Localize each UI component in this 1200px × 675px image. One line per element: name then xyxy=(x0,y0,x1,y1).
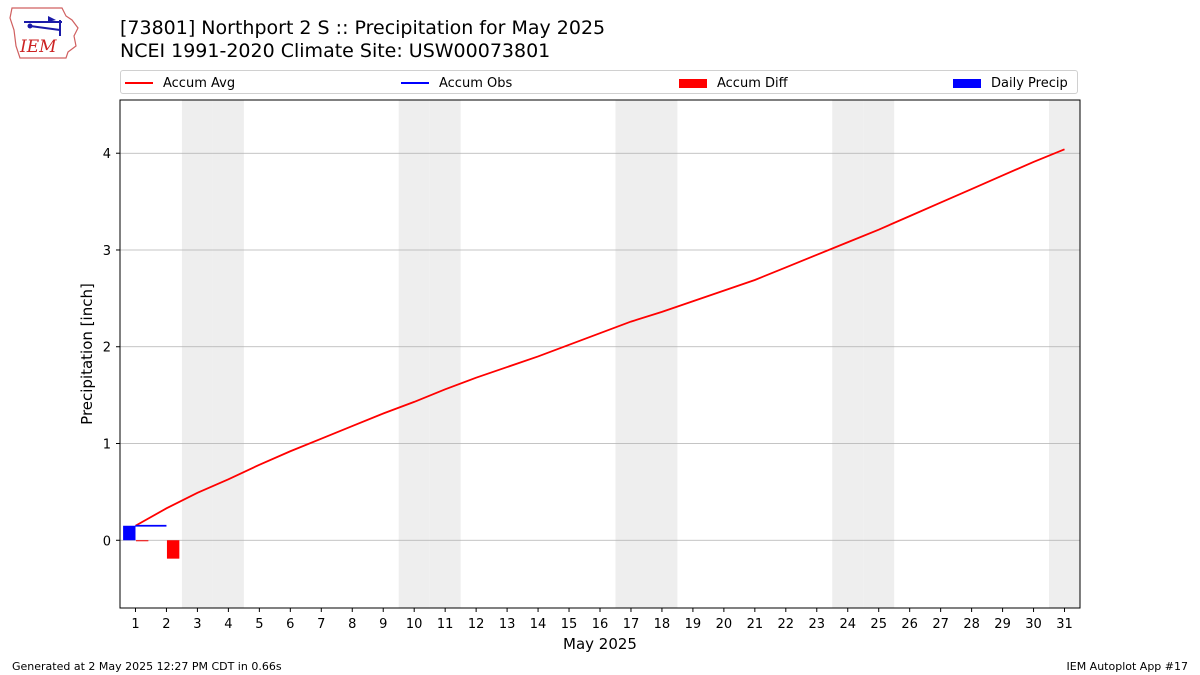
weekend-shade-10 xyxy=(398,100,430,608)
x-tick-label-4: 4 xyxy=(224,617,232,632)
x-tick-label-3: 3 xyxy=(193,617,201,632)
weekend-shade-4 xyxy=(212,100,244,608)
x-tick-label-9: 9 xyxy=(379,617,387,632)
x-tick-label-6: 6 xyxy=(286,617,294,632)
x-tick-label-26: 26 xyxy=(901,617,918,632)
weekend-shade-24 xyxy=(832,100,864,608)
x-tick-label-31: 31 xyxy=(1056,617,1073,632)
chart-subtitle: NCEI 1991-2020 Climate Site: USW00073801 xyxy=(120,40,551,62)
legend-item-accum-obs: Accum Obs xyxy=(401,74,512,92)
x-tick-label-7: 7 xyxy=(317,617,325,632)
accum-avg-line xyxy=(135,148,1065,527)
x-tick-label-20: 20 xyxy=(716,617,733,632)
legend-swatch-daily-precip xyxy=(953,78,981,88)
legend-swatch-accum-obs xyxy=(401,82,429,84)
weekend-shade-31 xyxy=(1049,100,1080,608)
x-tick-label-12: 12 xyxy=(468,617,485,632)
legend-label-accum-avg: Accum Avg xyxy=(163,75,236,91)
x-tick-label-29: 29 xyxy=(994,617,1011,632)
x-tick-label-14: 14 xyxy=(530,617,547,632)
weekend-shade-18 xyxy=(646,100,678,608)
x-tick-label-11: 11 xyxy=(437,617,454,632)
x-tick-label-5: 5 xyxy=(255,617,263,632)
legend-label-accum-obs: Accum Obs xyxy=(439,75,513,91)
x-tick-label-21: 21 xyxy=(747,617,764,632)
x-tick-label-1: 1 xyxy=(131,617,139,632)
x-tick-label-8: 8 xyxy=(348,617,356,632)
x-tick-label-16: 16 xyxy=(592,617,609,632)
x-tick-label-19: 19 xyxy=(685,617,702,632)
x-tick-label-2: 2 xyxy=(162,617,170,632)
y-axis-label: Precipitation [inch] xyxy=(78,283,96,425)
x-tick-label-10: 10 xyxy=(406,617,423,632)
weekend-shade-25 xyxy=(863,100,895,608)
y-tick-label-2: 2 xyxy=(103,341,111,356)
logo-text: IEM xyxy=(19,37,57,57)
x-tick-label-24: 24 xyxy=(839,617,856,632)
x-tick-label-28: 28 xyxy=(963,617,980,632)
footer-generated: Generated at 2 May 2025 12:27 PM CDT in … xyxy=(12,660,282,673)
x-tick-label-17: 17 xyxy=(623,617,640,632)
x-tick-label-15: 15 xyxy=(561,617,578,632)
x-tick-label-25: 25 xyxy=(870,617,887,632)
x-tick-label-27: 27 xyxy=(932,617,949,632)
y-tick-label-3: 3 xyxy=(103,244,111,259)
y-tick-label-0: 0 xyxy=(103,534,111,549)
legend: Accum Avg Accum Obs Accum Diff Daily Pre… xyxy=(120,70,1078,94)
x-tick-label-23: 23 xyxy=(809,617,826,632)
footer-app: IEM Autoplot App #17 xyxy=(1066,660,1189,673)
legend-swatch-accum-diff xyxy=(679,78,707,88)
legend-item-accum-avg: Accum Avg xyxy=(125,74,235,92)
legend-label-daily-precip: Daily Precip xyxy=(991,75,1068,91)
legend-item-daily-precip: Daily Precip xyxy=(953,74,1068,92)
x-tick-label-22: 22 xyxy=(778,617,795,632)
y-tick-label-4: 4 xyxy=(103,147,111,162)
weekend-shade-17 xyxy=(615,100,647,608)
accum-diff-bar-1 xyxy=(135,540,149,542)
weekend-shade-11 xyxy=(429,100,461,608)
y-tick-label-1: 1 xyxy=(103,438,111,453)
iem-logo: IEM xyxy=(9,7,79,59)
legend-item-accum-diff: Accum Diff xyxy=(679,74,788,92)
legend-label-accum-diff: Accum Diff xyxy=(717,75,788,91)
daily-precip-bar-1 xyxy=(123,525,136,541)
plot-frame xyxy=(119,99,1081,609)
accum-diff-bar-2 xyxy=(166,540,180,559)
x-tick-label-18: 18 xyxy=(654,617,671,632)
legend-swatch-accum-avg xyxy=(125,82,153,84)
x-tick-label-13: 13 xyxy=(499,617,516,632)
x-tick-label-30: 30 xyxy=(1025,617,1042,632)
weekend-shade-3 xyxy=(181,100,213,608)
x-axis-label: May 2025 xyxy=(563,635,637,653)
chart-title: [73801] Northport 2 S :: Precipitation f… xyxy=(120,17,606,39)
